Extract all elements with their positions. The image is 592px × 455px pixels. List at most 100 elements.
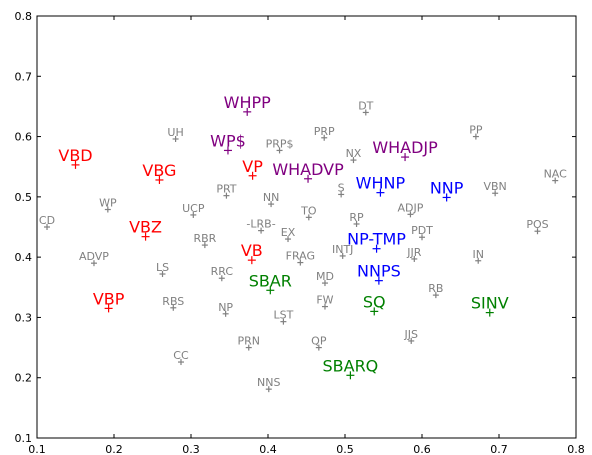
data-point-sq: SQ bbox=[363, 292, 386, 316]
data-point-pos: POS bbox=[526, 218, 549, 235]
y-tick-label: 0.1 bbox=[15, 432, 33, 445]
point-label: NN bbox=[263, 191, 279, 204]
y-tick-label: 0.5 bbox=[15, 191, 33, 204]
point-label: QP bbox=[311, 335, 327, 348]
point-label: INTJ bbox=[332, 243, 353, 256]
point-label: ADJP bbox=[398, 201, 424, 214]
data-point-whadvp: WHADVP bbox=[272, 160, 344, 183]
data-point-nnps: NNPS bbox=[357, 262, 401, 285]
data-point-lst: LST bbox=[273, 309, 294, 325]
point-label: S bbox=[338, 181, 345, 194]
data-point-advp: ADVP bbox=[79, 250, 109, 267]
data-point-vbd: VBD bbox=[58, 146, 93, 169]
point-label: JJS bbox=[403, 328, 417, 341]
data-point-ucp: UCP bbox=[182, 202, 205, 218]
point-label: NP bbox=[218, 301, 233, 314]
point-label: WP bbox=[99, 197, 117, 210]
data-point-cd: CD bbox=[39, 214, 55, 230]
y-tick-label: 0.2 bbox=[15, 372, 33, 385]
data-point-fw: FW bbox=[316, 294, 334, 310]
x-tick-label: 0.2 bbox=[105, 443, 123, 455]
data-point-rb: RB bbox=[428, 282, 443, 299]
point-label: VBG bbox=[142, 161, 176, 180]
point-label: SBARQ bbox=[322, 356, 378, 375]
data-point-ls: LS bbox=[156, 261, 169, 278]
point-label: SQ bbox=[363, 292, 386, 311]
data-point-jjs: JJS bbox=[403, 328, 418, 344]
point-label: LS bbox=[156, 261, 169, 274]
point-label: MD bbox=[316, 270, 334, 283]
data-point--lrb-: -LRB- bbox=[246, 218, 276, 234]
data-point-whnp: WHNP bbox=[356, 174, 406, 197]
point-label: WHADJP bbox=[372, 138, 438, 157]
point-label: WHPP bbox=[224, 93, 272, 112]
point-label: POS bbox=[526, 218, 548, 231]
point-label: NNPS bbox=[357, 262, 401, 281]
point-label: CC bbox=[173, 349, 189, 362]
data-point-rbr: RBR bbox=[193, 232, 217, 249]
x-tick-label: 0.7 bbox=[490, 443, 508, 455]
data-point-wp-: WP$ bbox=[210, 131, 246, 155]
point-label: DT bbox=[358, 99, 373, 112]
point-label: VBZ bbox=[129, 218, 162, 237]
data-point-rrc: RRC bbox=[211, 265, 234, 282]
data-point-in: IN bbox=[472, 248, 484, 264]
point-label: NAC bbox=[544, 168, 568, 181]
data-point-frag: FRAG bbox=[286, 250, 315, 266]
data-point-qp: QP bbox=[311, 335, 327, 351]
data-point-vp: VP bbox=[242, 157, 263, 180]
data-point-vbg: VBG bbox=[142, 161, 176, 184]
data-point-sbar: SBAR bbox=[249, 271, 292, 295]
data-point-vbz: VBZ bbox=[129, 218, 162, 241]
point-label: UCP bbox=[182, 202, 205, 215]
y-tick-label: 0.7 bbox=[15, 70, 33, 83]
data-point-nns: NNS bbox=[257, 376, 281, 393]
point-label: RP bbox=[349, 211, 364, 224]
point-label: NNP bbox=[430, 178, 464, 197]
x-tick-label: 0.8 bbox=[567, 443, 585, 455]
data-point-to: TO bbox=[300, 204, 317, 221]
point-label: PRT bbox=[216, 183, 236, 196]
x-tick-label: 0.4 bbox=[259, 443, 277, 455]
data-point-jjr: JJR bbox=[406, 246, 422, 262]
y-tick-label: 0.4 bbox=[15, 251, 33, 264]
axis-ticks: 0.1 0.2 0.3 0.4 0.5 0.6 0.7 0.8 0.1 0.2 0.3 0.4 0.5 0… bbox=[15, 10, 585, 455]
x-tick-label: 0.6 bbox=[413, 443, 431, 455]
point-label: WP$ bbox=[210, 131, 246, 150]
data-point-whpp: WHPP bbox=[224, 93, 272, 116]
x-tick-label: 0.3 bbox=[182, 443, 200, 455]
point-label: PDT bbox=[411, 224, 433, 237]
data-point-vb: VB bbox=[241, 241, 263, 265]
data-point-uh: UH bbox=[167, 126, 184, 142]
point-label: PP bbox=[469, 124, 483, 137]
point-label: VBP bbox=[93, 289, 125, 308]
data-point-rp: RP bbox=[349, 211, 364, 227]
plot-area bbox=[36, 15, 577, 439]
data-point-cc: CC bbox=[173, 349, 189, 366]
data-point-np-tmp: NP-TMP bbox=[347, 230, 406, 253]
point-label: FRAG bbox=[286, 250, 315, 263]
x-tick-label: 0.1 bbox=[28, 443, 46, 455]
data-point-vbp: VBP bbox=[93, 289, 125, 313]
data-point-s: S bbox=[338, 181, 345, 198]
data-point-sinv: SINV bbox=[471, 294, 509, 317]
point-label: RRC bbox=[211, 265, 234, 278]
point-label: VBN bbox=[483, 180, 506, 193]
data-point-intj: INTJ bbox=[332, 243, 353, 259]
data-point-md: MD bbox=[316, 270, 334, 287]
data-point-adjp: ADJP bbox=[398, 201, 424, 218]
data-point-rbs: RBS bbox=[162, 295, 184, 311]
x-tick-label: 0.5 bbox=[336, 443, 354, 455]
point-label: WHNP bbox=[356, 174, 406, 193]
point-label: PRN bbox=[237, 335, 260, 348]
data-point-prn: PRN bbox=[237, 335, 260, 351]
data-point-whadjp: WHADJP bbox=[372, 138, 438, 162]
point-label: RBR bbox=[193, 232, 216, 245]
data-point-nx: NX bbox=[346, 147, 362, 164]
data-point-vbn: VBN bbox=[483, 180, 507, 197]
point-label: -LRB- bbox=[246, 218, 275, 231]
point-label: CD bbox=[39, 214, 55, 227]
data-point-nnp: NNP bbox=[430, 178, 464, 202]
